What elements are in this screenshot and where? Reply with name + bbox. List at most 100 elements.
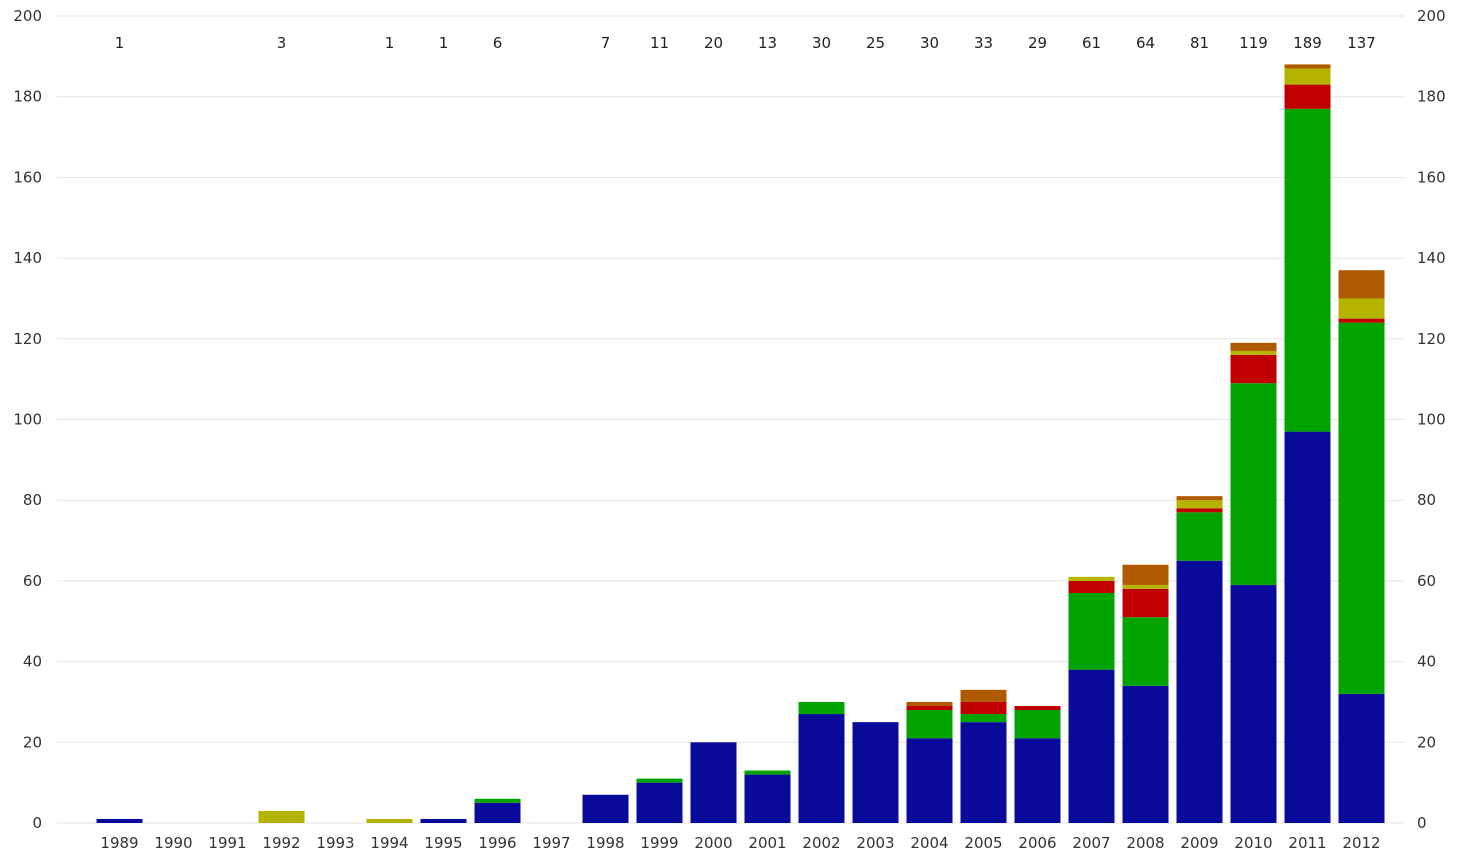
y-tick-label-left: 200 (13, 7, 42, 25)
y-tick-label-left: 140 (13, 249, 42, 267)
x-tick-label: 1997 (532, 834, 570, 852)
x-tick-label: 1995 (424, 834, 462, 852)
bar-segment (1338, 693, 1385, 823)
bar-total-label: 33 (974, 34, 993, 52)
bar-segment (1176, 500, 1223, 509)
bar-segment (1284, 84, 1331, 109)
bar-segment (474, 798, 521, 803)
bar-segment (474, 802, 521, 823)
bar-totals: 1 3 1 1 6 7 11 20 13 30 25 30 33 29 61 64 81 119 189 137 (115, 34, 1376, 52)
bar-total-label: 81 (1190, 34, 1209, 52)
y-tick-label-right: 180 (1417, 88, 1446, 106)
bar-total-label: 30 (920, 34, 939, 52)
bar-segment (744, 770, 791, 775)
bar-total-label: 6 (493, 34, 503, 52)
y-tick-label-right: 60 (1417, 572, 1436, 590)
bar-total-label: 1 (115, 34, 125, 52)
bar-segment (1230, 350, 1277, 355)
bar-segment (420, 818, 467, 823)
bar-segment (960, 722, 1007, 823)
bar-total-label: 61 (1082, 34, 1101, 52)
gridlines (57, 15, 1405, 824)
bar-total-label: 189 (1293, 34, 1322, 52)
bar-segment (1122, 588, 1169, 618)
bar-segment (1068, 593, 1115, 670)
bar-segment (1014, 710, 1061, 739)
bar-segment (1338, 322, 1385, 694)
y-tick-label-right: 160 (1417, 168, 1446, 186)
bar-total-label: 64 (1136, 34, 1155, 52)
x-tick-label: 2010 (1234, 834, 1272, 852)
y-tick-label-left: 160 (13, 168, 42, 186)
x-axis: 1989 1990 1991 1992 1993 1994 1995 1996 1997 1998… (100, 834, 1380, 852)
bar-segment (690, 742, 737, 823)
x-tick-label: 1994 (370, 834, 408, 852)
y-tick-label-right: 100 (1417, 411, 1446, 429)
bar-segment (1230, 342, 1277, 351)
bar-segment (852, 722, 899, 823)
y-tick-label-right: 20 (1417, 733, 1436, 751)
x-tick-label: 1989 (100, 834, 138, 852)
y-tick-label-left: 40 (23, 653, 42, 671)
bar-segment (258, 810, 305, 823)
bar-segment (1284, 431, 1331, 823)
bar-segment (1230, 354, 1277, 384)
x-tick-label: 2004 (910, 834, 948, 852)
y-tick-label-left: 100 (13, 411, 42, 429)
bar-total-label: 20 (704, 34, 723, 52)
bar-total-label: 7 (601, 34, 611, 52)
bar-total-label: 29 (1028, 34, 1047, 52)
bar-total-label: 137 (1347, 34, 1376, 52)
bar-segment (1068, 576, 1115, 581)
bar-total-label: 30 (812, 34, 831, 52)
bar-total-label: 13 (758, 34, 777, 52)
y-tick-label-right: 40 (1417, 653, 1436, 671)
y-axis-right: 0 20 40 60 80 100 120 140 160 180 200 (1417, 7, 1446, 832)
bar-segment (1284, 68, 1331, 85)
bar-segment (1014, 738, 1061, 823)
bar-total-label: 11 (650, 34, 669, 52)
bar-total-label: 119 (1239, 34, 1268, 52)
y-tick-label-left: 180 (13, 88, 42, 106)
bar-segment (1284, 108, 1331, 432)
y-axis-left: 0 20 40 60 80 100 120 140 160 180 200 (13, 7, 42, 832)
bar-segment (1122, 564, 1169, 585)
x-tick-label: 2002 (802, 834, 840, 852)
bar-segment (798, 714, 845, 823)
bar-segment (582, 794, 629, 823)
bar-segment (906, 738, 953, 823)
bar-segment (960, 714, 1007, 723)
x-tick-label: 1992 (262, 834, 300, 852)
x-tick-label: 1990 (154, 834, 192, 852)
x-tick-label: 2005 (964, 834, 1002, 852)
bar-segment (744, 774, 791, 823)
bar-segment (1284, 64, 1331, 69)
bar-segment (960, 689, 1007, 702)
y-tick-label-left: 0 (32, 814, 42, 832)
y-tick-label-right: 80 (1417, 491, 1436, 509)
x-tick-label: 2008 (1126, 834, 1164, 852)
x-tick-label: 2011 (1288, 834, 1326, 852)
x-tick-label: 2012 (1342, 834, 1380, 852)
bar-segment (906, 701, 953, 706)
x-tick-label: 1999 (640, 834, 678, 852)
y-tick-label-left: 120 (13, 330, 42, 348)
bar-segment (1338, 318, 1385, 323)
x-tick-label: 2000 (694, 834, 732, 852)
y-tick-label-left: 60 (23, 572, 42, 590)
bar-total-label: 25 (866, 34, 885, 52)
x-tick-label: 1996 (478, 834, 516, 852)
bars (96, 64, 1385, 823)
bar-total-label: 3 (277, 34, 287, 52)
bar-segment (1014, 705, 1061, 711)
bar-segment (1176, 560, 1223, 823)
bar-segment (1176, 508, 1223, 513)
bar-segment (906, 705, 953, 711)
bar-segment (1068, 669, 1115, 823)
y-tick-label-right: 0 (1417, 814, 1427, 832)
bar-segment (636, 778, 683, 783)
bar-segment (1122, 617, 1169, 686)
bar-segment (1176, 496, 1223, 501)
y-tick-label-right: 120 (1417, 330, 1446, 348)
